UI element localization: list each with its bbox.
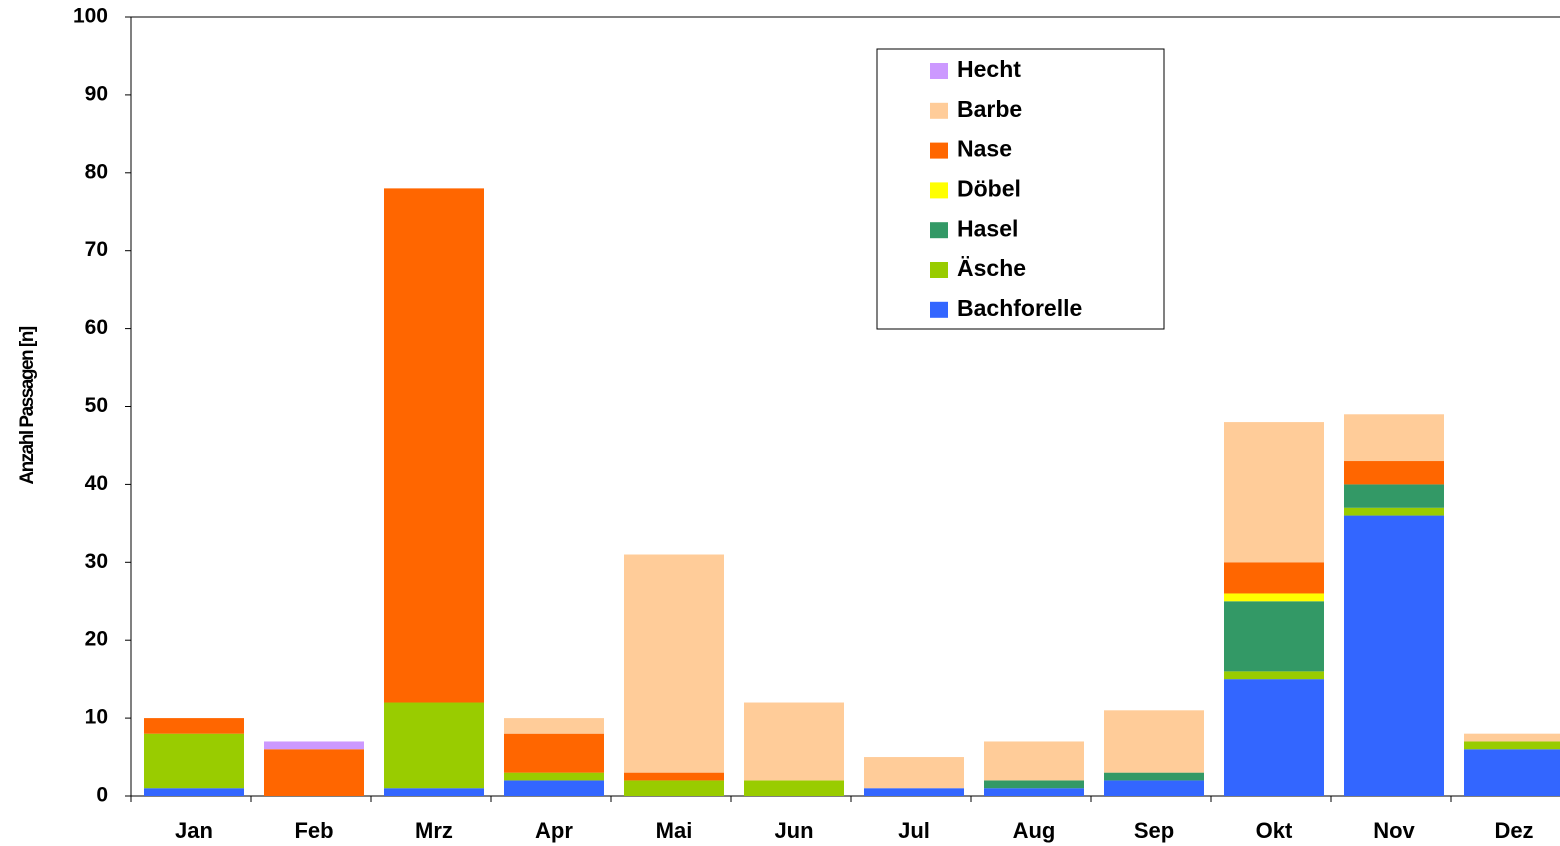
- bar-segment: [504, 733, 604, 773]
- x-tick-label: Okt: [1256, 818, 1293, 843]
- legend-swatch: [930, 182, 948, 199]
- bar-segment: [144, 788, 244, 796]
- y-tick-label: 70: [85, 238, 108, 261]
- x-tick-label: Jul: [898, 818, 930, 843]
- legend-swatch: [930, 301, 948, 318]
- y-tick-label: 10: [85, 706, 108, 729]
- x-tick-label: Nov: [1373, 818, 1415, 843]
- x-tick-label: Mrz: [415, 818, 453, 843]
- legend-label: Nase: [957, 136, 1012, 162]
- x-tick-label: Apr: [535, 818, 573, 843]
- bar-segment: [624, 772, 724, 781]
- y-tick-label: 80: [85, 160, 108, 183]
- bar-segment: [384, 188, 484, 703]
- legend-swatch: [930, 262, 948, 278]
- bar-segment: [1344, 515, 1444, 796]
- bar-segment: [1224, 679, 1324, 796]
- legend-label: Äsche: [957, 255, 1026, 281]
- bar-segment: [864, 788, 964, 796]
- bar-segment: [744, 702, 844, 781]
- y-tick-label: 0: [96, 784, 108, 807]
- x-tick-label: Jan: [175, 818, 213, 843]
- bar-segment: [1464, 733, 1560, 742]
- bar-segment: [1224, 593, 1324, 602]
- bar-segment: [504, 780, 604, 796]
- x-tick-label: Feb: [294, 818, 333, 843]
- legend-swatch: [930, 142, 948, 159]
- legend-label: Hasel: [957, 215, 1018, 241]
- x-tick-label: Dez: [1494, 818, 1533, 843]
- x-tick-label: Aug: [1013, 818, 1056, 843]
- legend-swatch: [930, 63, 948, 79]
- bar-segment: [144, 718, 244, 734]
- legend-box: [876, 48, 1165, 330]
- legend-label: Döbel: [957, 175, 1021, 201]
- legend-label: Bachforelle: [957, 295, 1082, 321]
- bar-segment: [1464, 749, 1560, 796]
- y-tick-label: 40: [85, 472, 108, 495]
- legend-swatch: [930, 102, 948, 119]
- bar-segment: [1104, 780, 1204, 796]
- bar-segment: [1464, 741, 1560, 750]
- bar-segment: [984, 788, 1084, 796]
- bar-segment: [624, 780, 724, 796]
- y-axis-label: Anzahl Passagen [n]: [17, 326, 38, 484]
- bar-segment: [984, 780, 1084, 789]
- bar-segment: [384, 702, 484, 789]
- legend-label: Barbe: [957, 96, 1022, 122]
- bar-segment: [1344, 484, 1444, 508]
- y-tick-label: 30: [85, 550, 108, 573]
- bar-segment: [1344, 461, 1444, 485]
- bar-segment: [1104, 710, 1204, 773]
- bar-segment: [624, 554, 724, 773]
- bar-segment: [744, 780, 844, 796]
- y-tick-label: 90: [85, 82, 108, 105]
- x-tick-label: Sep: [1134, 818, 1174, 843]
- x-tick-label: Jun: [774, 818, 813, 843]
- bar-segment: [1344, 507, 1444, 516]
- legend-label: Hecht: [957, 56, 1021, 82]
- bar-segment: [864, 757, 964, 789]
- bar-segment: [984, 741, 1084, 781]
- legend-swatch: [930, 222, 948, 239]
- y-tick-label: 50: [85, 394, 108, 417]
- bar-segment: [1224, 422, 1324, 563]
- bar-segment: [1104, 772, 1204, 781]
- y-tick-label: 60: [85, 316, 108, 339]
- bar-segment: [1224, 562, 1324, 594]
- bar-segment: [384, 788, 484, 796]
- bar-segment: [1224, 671, 1324, 680]
- y-tick-label: 100: [73, 5, 108, 28]
- bar-segment: [504, 718, 604, 734]
- bar-segment: [264, 741, 364, 750]
- y-tick-label: 20: [85, 628, 108, 651]
- bar-segment: [1224, 601, 1324, 672]
- bar-segment: [1344, 414, 1444, 462]
- bar-segment: [264, 749, 364, 796]
- bar-segment: [144, 733, 244, 789]
- x-tick-label: Mai: [656, 818, 693, 843]
- bar-segment: [504, 772, 604, 781]
